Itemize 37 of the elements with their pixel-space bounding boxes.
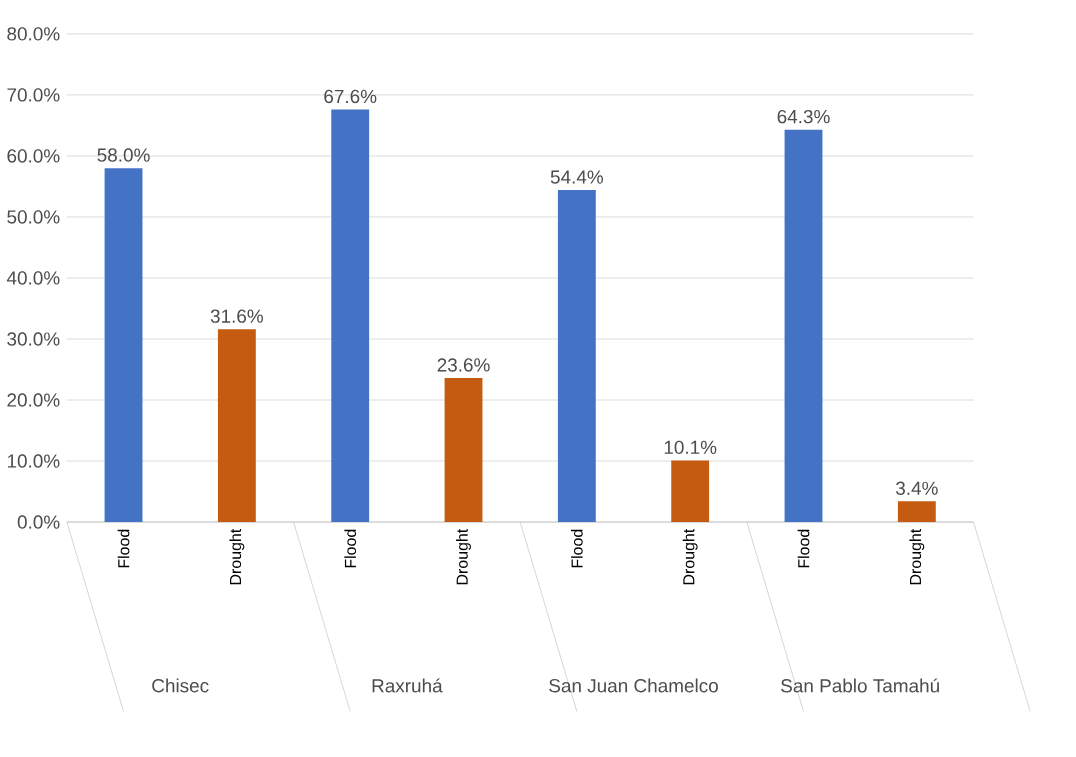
text: Chisec (152, 678, 209, 693)
x-tick-label: Flood (117, 529, 130, 568)
y-tick-label: 30.0% (7, 332, 60, 346)
bar (331, 109, 370, 522)
x-tick-label: Flood (797, 529, 810, 568)
text: San Pablo Tamahú (781, 678, 939, 693)
y-tick-label: 80.0% (7, 27, 60, 41)
data-label: 54.4% (550, 170, 604, 184)
data-label: 64.3% (777, 109, 830, 124)
x-tick-label: Drought (456, 528, 471, 585)
y-tick-label: 40.0% (6, 271, 60, 285)
data-label: 23.6% (437, 358, 490, 372)
y-tick-label: 50.0% (7, 210, 60, 224)
data-label: 3.4% (895, 481, 938, 495)
bar (104, 168, 143, 522)
data-label: 67.6% (324, 89, 377, 104)
x-tick-label: Drought (229, 528, 245, 585)
x-tick-label: Drought (682, 528, 698, 585)
text: Raxruhá (372, 678, 443, 693)
bar (897, 501, 936, 522)
y-tick-label: 20.0% (7, 393, 60, 407)
y-tick-label: 70.0% (7, 88, 60, 102)
bar (217, 329, 256, 522)
bar (557, 190, 596, 522)
x-tick-label: Flood (570, 529, 583, 568)
bar (784, 129, 823, 522)
bar (444, 377, 483, 522)
data-label: 58.0% (97, 148, 150, 162)
text: San Juan Chamelco (549, 678, 718, 693)
bar (671, 460, 710, 522)
data-label: 10.1% (664, 440, 717, 454)
y-tick-label: 0.0% (17, 515, 60, 529)
y-tick-label: 60.0% (7, 149, 60, 163)
data-label: 31.6% (210, 309, 264, 323)
x-tick-label: Flood (344, 529, 357, 568)
x-tick-label: Drought (909, 528, 925, 585)
y-tick-label: 10.0% (7, 454, 60, 468)
